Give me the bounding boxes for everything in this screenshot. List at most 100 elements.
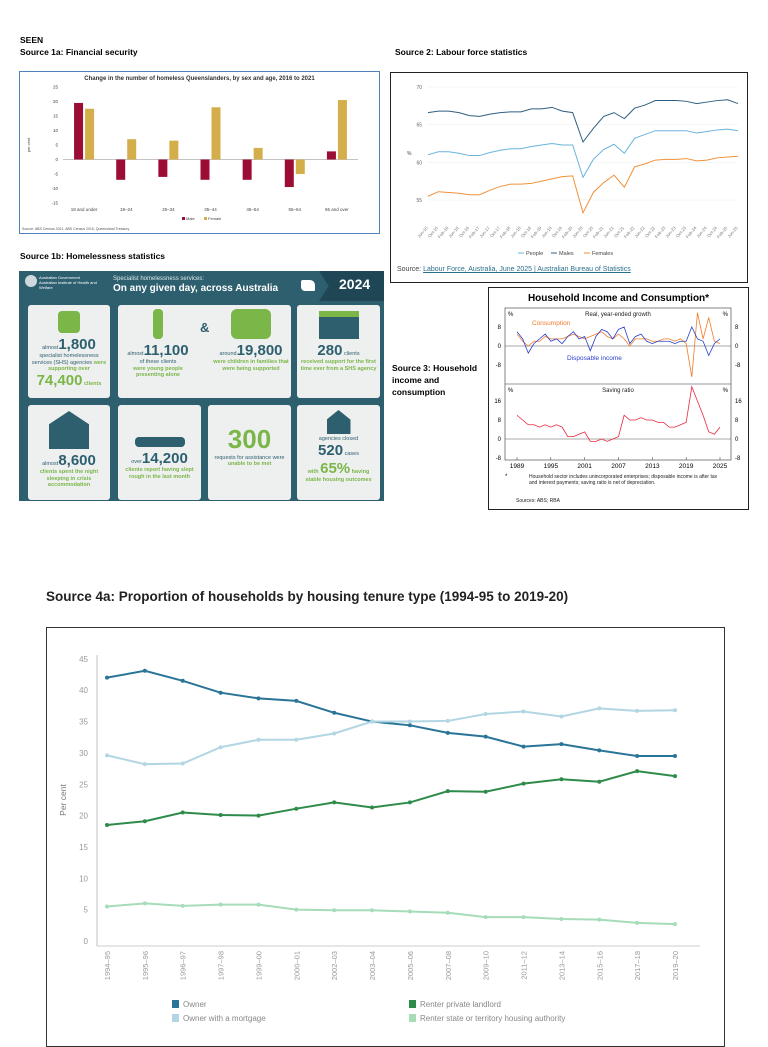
x-tick-label: 25–34 xyxy=(162,207,175,212)
line-owner xyxy=(106,669,675,758)
x-tick-label: 2011–12 xyxy=(520,951,529,980)
bar-male-1 xyxy=(116,159,126,180)
aihw-name: Australian Institute of Health and Welfa… xyxy=(39,280,97,290)
seen-label: SEEN xyxy=(20,35,44,45)
t0-pre: almost xyxy=(42,345,59,351)
x-tick-label: 1995 xyxy=(544,463,559,470)
x-tick-label: 2001 xyxy=(577,463,592,470)
t7-num: 520 xyxy=(318,442,344,460)
y-tick-right: 8 xyxy=(735,418,739,424)
y-tick-label: 15 xyxy=(79,843,88,852)
abs-source-link[interactable]: Labour Force, Australia, June 2025 | Aus… xyxy=(423,266,631,273)
x-tick-label: 2000–01 xyxy=(292,951,301,980)
y-tick-right: -8 xyxy=(735,363,741,369)
t0-post: clients xyxy=(83,381,102,388)
legend-swatch-renter-state-or-territory-housing-authority xyxy=(409,1014,416,1022)
legend-label-owner: Owner xyxy=(183,1000,207,1009)
y-axis-label: per cent xyxy=(26,137,31,152)
y-axis-label: Per cent xyxy=(58,784,68,816)
tile-first-time: 280 clients received support for the fir… xyxy=(297,305,380,398)
legend-label-females: Females xyxy=(592,251,613,257)
ampersand: & xyxy=(200,320,210,335)
point-owner xyxy=(256,696,261,701)
building-icon xyxy=(318,311,359,339)
point-owner-with-a-mortgage xyxy=(294,737,299,742)
x-tick-label: 35–44 xyxy=(204,207,217,212)
point-renter-private-landlord xyxy=(445,789,450,794)
chart-3-footnote-mark: * xyxy=(505,474,508,480)
point-renter-state-or-territory-housing-authority xyxy=(218,902,223,907)
t6-text: requests for assistance were xyxy=(214,454,285,461)
point-renter-private-landlord xyxy=(105,823,109,828)
legend-swatch-male xyxy=(182,217,185,220)
y-tick-right: 0 xyxy=(735,344,739,350)
point-renter-private-landlord xyxy=(635,769,640,774)
point-renter-private-landlord xyxy=(370,805,375,810)
t0-green: were supporting over xyxy=(48,359,107,372)
x-tick-label: 1999–00 xyxy=(254,951,263,980)
x-tick-label: 2007 xyxy=(611,463,626,470)
point-owner xyxy=(218,690,223,695)
bar-female-6 xyxy=(337,100,347,160)
t2-green: were children in families that were bein… xyxy=(213,359,289,372)
bar-male-3 xyxy=(200,159,210,180)
line-renter-private-landlord xyxy=(106,770,676,827)
y-tick-label: -10 xyxy=(51,186,58,191)
coat-of-arms-logo xyxy=(25,275,37,287)
y-tick-right: -8 xyxy=(735,456,741,462)
series-label-disposable-income: Disposable income xyxy=(567,355,622,362)
tile-slept-rough: over14,200 clients report having slept r… xyxy=(118,405,201,500)
t3-text: clients xyxy=(343,351,360,357)
legend-label-female: Female xyxy=(208,216,222,221)
chart-2-source: Source: Labour Force, Australia, June 20… xyxy=(397,266,631,273)
y-tick-label: 15 xyxy=(53,114,59,119)
point-owner-with-a-mortgage xyxy=(218,745,223,750)
source-3-heading: Source 3: Household income and consumpti… xyxy=(392,363,478,397)
source-1a-chart-frame xyxy=(19,71,380,234)
point-owner xyxy=(559,742,564,747)
australia-map-icon xyxy=(301,280,315,291)
y-tick-label: 0 xyxy=(84,937,89,946)
source-label: Source: xyxy=(397,266,422,273)
series-label-consumption: Consumption xyxy=(532,320,571,327)
point-owner xyxy=(521,744,526,749)
t5-num: 14,200 xyxy=(141,450,188,467)
y-tick-label: 45 xyxy=(79,655,88,664)
point-owner-with-a-mortgage xyxy=(332,731,337,736)
point-renter-state-or-territory-housing-authority xyxy=(407,909,412,914)
point-owner-with-a-mortgage xyxy=(521,709,526,714)
bar-male-2 xyxy=(158,159,168,177)
t3-green: received support for the first time ever… xyxy=(300,359,377,372)
x-tick-label: 2025 xyxy=(713,463,728,470)
y-tick-left: 8 xyxy=(498,418,502,424)
bar-male-4 xyxy=(242,159,252,180)
t2-pre: around xyxy=(219,351,237,357)
y-tick-label: 60 xyxy=(416,160,422,166)
x-tick-label: 2017–18 xyxy=(633,951,642,980)
legend-swatch-owner xyxy=(172,1000,179,1008)
bar-male-0 xyxy=(74,102,84,160)
t6-num: 300 xyxy=(227,424,272,454)
point-owner-with-a-mortgage xyxy=(483,712,488,717)
line-consumption xyxy=(516,312,721,377)
y-tick-label: 70 xyxy=(416,85,422,91)
chart-3-footnote: Household sector includes unincorporated… xyxy=(529,474,718,486)
legend-swatch-female xyxy=(204,217,207,220)
tile-young-people-children: almost11,100 of these clients were young … xyxy=(118,305,291,398)
point-owner-with-a-mortgage xyxy=(445,718,450,723)
x-tick-label: 2013–14 xyxy=(557,951,566,980)
legend-label-renter-private-landlord: Renter private landlord xyxy=(420,1000,501,1009)
line-disposable-income xyxy=(516,325,721,357)
charts-layer: 25 20 15 10 5 0 -5 -10 -15 per cent 18 and under 19… xyxy=(26,85,742,1024)
t0-text: specialist homelessness services (SHS) a… xyxy=(31,353,99,366)
x-tick-label: 1997–98 xyxy=(217,951,226,980)
t7-text: agencies closed xyxy=(318,436,359,442)
source-1a-heading: Source 1a: Financial security xyxy=(20,47,138,57)
point-renter-private-landlord xyxy=(332,800,337,805)
y-tick-label: 0 xyxy=(55,157,58,162)
x-tick-label: 2003–04 xyxy=(368,951,377,980)
y-tick-left: -8 xyxy=(496,456,502,462)
x-tick-label: 18 and under xyxy=(71,207,98,212)
t6-green: unable to be met xyxy=(227,461,272,468)
point-renter-private-landlord xyxy=(521,781,526,786)
